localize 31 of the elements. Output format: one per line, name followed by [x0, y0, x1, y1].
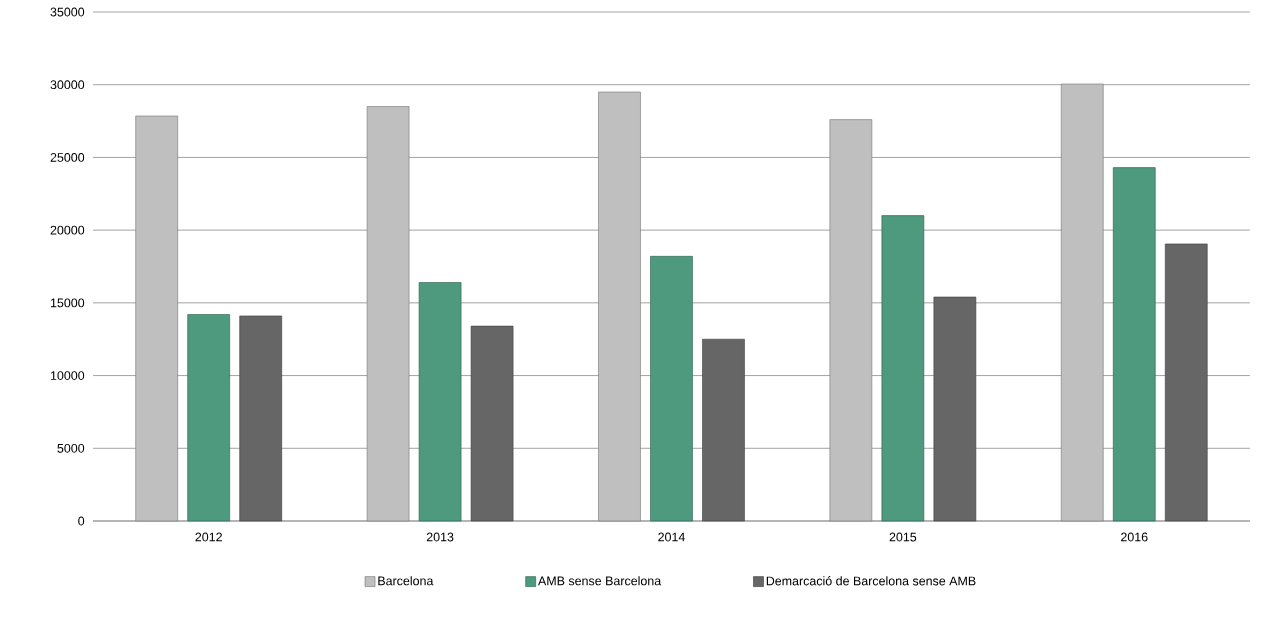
y-tick-label: 20000: [50, 225, 85, 235]
y-tick-label: 10000: [50, 371, 85, 380]
legend-label: AMB sense Barcelona: [538, 576, 662, 586]
x-tick-label: 2013: [426, 532, 454, 542]
bar: [650, 256, 693, 522]
y-tick-label: 0: [78, 516, 85, 526]
legend-label: Barcelona: [378, 576, 434, 586]
bar: [1164, 243, 1208, 522]
bar: [418, 282, 462, 522]
bar: [470, 325, 514, 522]
bar: [1060, 83, 1104, 522]
bar: [881, 215, 925, 522]
bar: [829, 119, 873, 522]
legend-label: Demarcació de Barcelona sense AMB: [766, 576, 976, 586]
y-tick-label: 35000: [50, 7, 85, 17]
bar: [1112, 167, 1156, 522]
x-tick-label: 2015: [889, 532, 917, 542]
bar: [598, 91, 641, 522]
bar: [187, 314, 230, 522]
y-tick-label: 15000: [50, 298, 85, 308]
x-tick-label: 2012: [195, 532, 222, 542]
bar: [239, 315, 282, 522]
y-tick-label: 25000: [50, 153, 85, 162]
bar: [135, 115, 178, 522]
bar: [702, 338, 745, 522]
bar: [933, 296, 977, 522]
bar: [366, 106, 410, 522]
y-tick-label: 30000: [50, 80, 85, 90]
x-tick-label: 2016: [1121, 532, 1148, 542]
x-tick-label: 2014: [658, 532, 685, 542]
y-tick-label: 5000: [57, 443, 85, 453]
